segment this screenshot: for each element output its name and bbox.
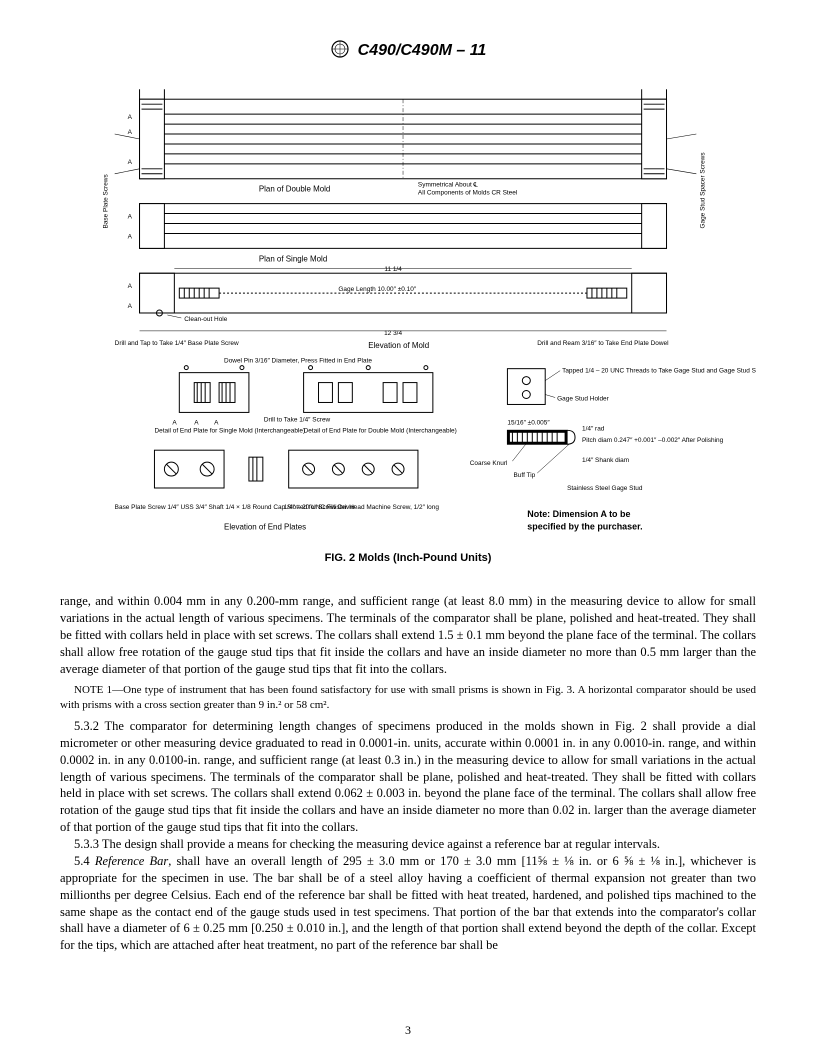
para-5-3-2: 5.3.2 The comparator for determining len…	[60, 718, 756, 836]
elev-plates-label: Elevation of End Plates	[224, 523, 306, 532]
figure-caption: FIG. 2 Molds (Inch-Pound Units)	[60, 552, 756, 564]
note-dim-a-2: specified by the purchaser.	[527, 522, 642, 532]
plan-double-label: Plan of Double Mold	[259, 185, 330, 194]
svg-text:A: A	[128, 303, 133, 310]
svg-text:A: A	[128, 233, 133, 240]
tapped-label: Tapped 1/4 – 20 UNC Threads to Take Gage…	[562, 368, 756, 375]
svg-text:A: A	[128, 159, 133, 166]
shank-label: 1/4″ Shank diam	[582, 457, 629, 464]
astm-logo	[330, 40, 350, 63]
elev-mold-label: Elevation of Mold	[368, 341, 429, 350]
svg-text:A: A	[128, 283, 133, 290]
svg-text:A: A	[128, 129, 133, 136]
drill-take-label: Drill to Take 1/4″ Screw	[264, 416, 331, 423]
svg-text:A: A	[128, 114, 133, 121]
fillister-label: 1/4″ – 20 UNC Fillister Head Machine Scr…	[284, 504, 440, 511]
drill-tap-label: Drill and Tap to Take 1/4″ Base Plate Sc…	[115, 340, 239, 347]
svg-text:A: A	[172, 419, 177, 426]
svg-text:A: A	[214, 419, 219, 426]
page-number: 3	[0, 1023, 816, 1038]
note-dim-a-1: Note: Dimension A to be	[527, 509, 630, 519]
drill-ream-label: Drill and Ream 3/16″ to Take End Plate D…	[537, 340, 668, 347]
reference-bar-term: Reference Bar	[95, 854, 168, 868]
sym-components-label: All Components of Molds CR Steel	[418, 190, 517, 197]
rad-label: 1/4″ rad	[582, 425, 605, 432]
dim-11-14: 11 1/4	[384, 266, 402, 273]
detail-double-label: Detail of End Plate for Double Mold (Int…	[304, 427, 457, 434]
para-5-3-1-cont: range, and within 0.004 mm in any 0.200-…	[60, 593, 756, 677]
plan-single-label: Plan of Single Mold	[259, 254, 327, 263]
stainless-label: Stainless Steel Gage Stud	[567, 485, 643, 492]
dowel-pin-label: Dowel Pin 3/16″ Diameter, Press Fitted i…	[224, 358, 372, 365]
figure-2: Plan of Double Mold Symmetrical About ℄ …	[60, 73, 756, 583]
gage-stud-spacer-label: Gage Stud Spacer Screws	[699, 152, 706, 228]
gage-length-label: Gage Length 10.00″ ±0.10″	[338, 286, 416, 293]
buff-label: Buff Tip	[514, 472, 536, 479]
page-header: C490/C490M – 11	[60, 40, 756, 63]
body-text: range, and within 0.004 mm in any 0.200-…	[60, 593, 756, 954]
svg-text:A: A	[128, 214, 133, 221]
detail-single-label: Detail of End Plate for Single Mold (Int…	[154, 427, 305, 434]
clean-out-label: Clean-out Hole	[184, 316, 227, 323]
tol-005: 15/16″ ±0.005″	[507, 419, 550, 426]
para-5-4: 5.4 Reference Bar, shall have an overall…	[60, 853, 756, 954]
standard-designation: C490/C490M – 11	[358, 42, 487, 59]
gage-stud-holder-label: Gage Stud Holder	[557, 395, 610, 402]
para-5-3-3: 5.3.3 The design shall provide a means f…	[60, 836, 756, 853]
svg-text:A: A	[194, 419, 199, 426]
mold-diagram: Plan of Double Mold Symmetrical About ℄ …	[60, 73, 756, 548]
note-1: NOTE 1—One type of instrument that has b…	[60, 683, 756, 712]
pitch-label: Pitch diam 0.247″ +0.001″ –0.002″ After …	[582, 437, 724, 444]
sym-about-label: Symmetrical About ℄	[418, 182, 478, 189]
coarse-label: Coarse Knurl	[470, 460, 508, 467]
base-plate-screws-label: Base Plate Screws	[103, 174, 110, 228]
